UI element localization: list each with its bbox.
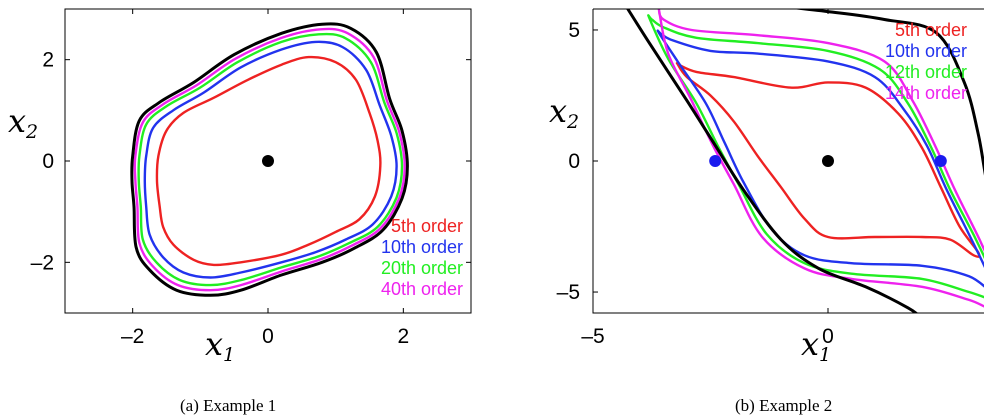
panel-b-equilibrium-point-0 (709, 155, 722, 167)
panel-a-ticks: –2 0 2 –2 0 2 (31, 9, 471, 348)
panel-a-series-20th-order (137, 32, 404, 287)
panel-a-y-tick-label: 2 (42, 49, 54, 72)
panel-a-origin-marker (262, 155, 274, 167)
panel-b-x-tick-label: 0 (822, 325, 834, 348)
panel-b-legend-entry: 5th order (895, 20, 967, 40)
panel-a-y-tick-label: 0 (42, 150, 54, 173)
panel-b-curves (626, 9, 984, 313)
panel-a-legend-entry: 40th order (381, 279, 463, 299)
panel-b-origin-marker (822, 155, 834, 167)
panel-a-x-tick-label: –2 (121, 325, 144, 348)
panel-a-x-axis-label: x1 (205, 325, 235, 366)
panel-a-legend-entry: 20th order (381, 258, 463, 278)
panel-b-legend-entry: 10th order (885, 41, 967, 61)
panel-a-y-axis-label: x2 (8, 102, 38, 143)
panel-a-curves (130, 22, 409, 297)
panel-a-series-10th-order (143, 40, 398, 279)
panel-a-caption: (a) Example 1 (180, 396, 276, 415)
panel-a-y-tick-label: –2 (31, 251, 54, 274)
panel-b-series-10th-order (656, 29, 984, 288)
panel-a-series-5th-order (155, 55, 382, 267)
panel-a-x-tick-label: 2 (397, 325, 409, 348)
panel-b-series-14th-order (657, 9, 984, 308)
panel-b-x-axis-label: x1 (801, 325, 831, 366)
panel-b-y-tick-label: 5 (568, 19, 580, 42)
panel-a-legend-entry: 5th order (391, 216, 463, 236)
panel-b-equilibrium-point-1 (934, 155, 947, 167)
panel-b-x-tick-label: –5 (581, 325, 604, 348)
panel-b-y-axis-label: x2 (549, 92, 579, 133)
panel-a-x-tick-label: 0 (262, 325, 274, 348)
panel-a-boundary-curve-4 (130, 22, 409, 297)
panel-b-boundary-curve-5 (791, 9, 984, 176)
panel-b-ticks: –505–505 (557, 9, 834, 348)
panel-b-legend-entry: 12th order (885, 62, 967, 82)
panel-b-legend-entry: 14th order (885, 83, 967, 103)
panel-a-legend-entry: 10th order (381, 237, 463, 257)
panel-b-y-tick-label: 0 (568, 150, 580, 173)
panel-b-y-tick-label: –5 (557, 281, 580, 304)
panel-a-series-40th-order (133, 27, 406, 292)
panel-b-boundary-curve-4 (626, 9, 919, 313)
panel-b-caption: (b) Example 2 (735, 396, 832, 415)
